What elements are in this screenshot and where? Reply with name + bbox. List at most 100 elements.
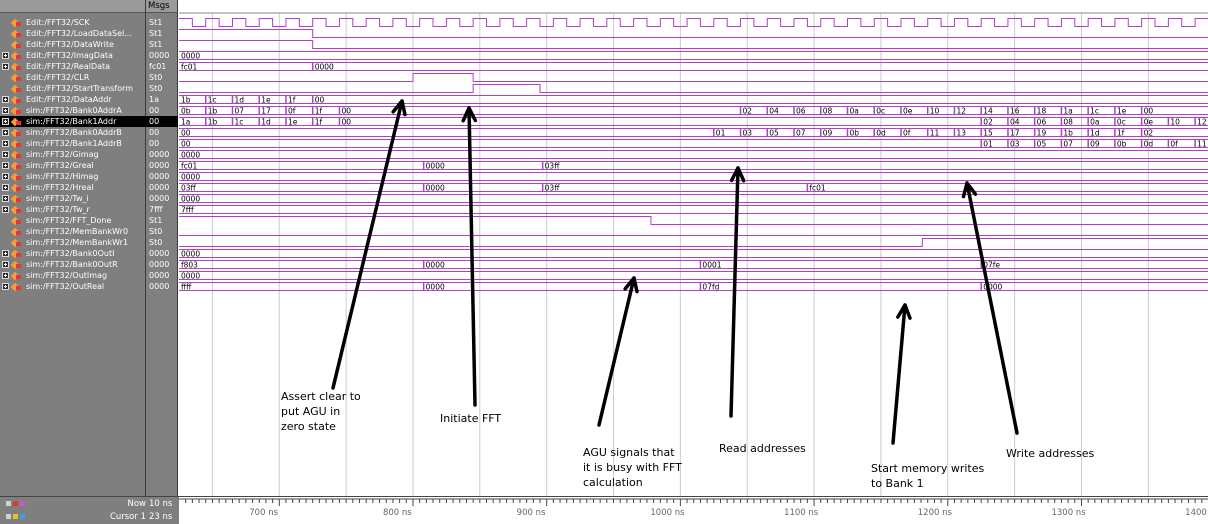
annotation-line: Start memory writes [871,462,985,475]
bus-value: 18 [1037,107,1047,116]
signal-row[interactable]: sim:/FFT32/Tw_i [0,193,146,204]
signal-value: St0 [149,238,163,247]
signal-row[interactable]: sim:/FFT32/Bank1Addr [0,116,146,127]
expand-icon[interactable] [2,140,9,147]
expand-icon[interactable] [2,250,9,257]
signal-icon [10,84,22,94]
cursor-row[interactable]: Cursor 1 23 ns [0,511,1208,524]
bus-value: 0d [876,129,886,138]
expand-icon[interactable] [2,162,9,169]
signal-row[interactable]: sim:/FFT32/Hreal [0,182,146,193]
expand-icon[interactable] [2,206,9,213]
signal-icon [10,172,22,182]
signal-icon [10,249,22,259]
bus-value: 1d [1090,129,1100,138]
bus-value: 00 [181,140,191,149]
signal-row[interactable]: sim:/FFT32/MemBankWr0 [0,226,146,237]
signal-icon [10,40,22,50]
annotation-arrow [467,106,477,407]
signal-name: sim:/FFT32/Bank0OutR [26,260,118,269]
expand-icon[interactable] [2,184,9,191]
arrow-head [391,99,407,117]
bus-value: 14 [983,107,993,116]
signal-row[interactable]: Edit:/FFT32/SCK [0,17,146,28]
signal-icon [10,139,22,149]
expand-icon[interactable] [2,107,9,114]
bus-value: 17 [1010,129,1020,138]
signal-name: sim:/FFT32/Gimag [26,150,99,159]
signal-row[interactable]: sim:/FFT32/Bank0OutI [0,248,146,259]
signal-value: fc01 [149,62,167,71]
signal-row[interactable]: Edit:/FFT32/RealData [0,61,146,72]
signal-icon [10,62,22,72]
signal-row[interactable]: sim:/FFT32/FFT_Done [0,215,146,226]
signal-row[interactable]: sim:/FFT32/Bank0AddrB [0,127,146,138]
bus-value: 0000 [426,283,445,292]
expand-icon[interactable] [2,261,9,268]
signal-row[interactable]: sim:/FFT32/MemBankWr1 [0,237,146,248]
signal-row[interactable]: sim:/FFT32/Gimag [0,149,146,160]
signal-name: sim:/FFT32/Hreal [26,183,94,192]
signal-icon [10,194,22,204]
signal-trace [179,216,1208,225]
expand-icon[interactable] [2,272,9,279]
signal-row[interactable]: Edit:/FFT32/DataWrite [0,39,146,50]
expand-icon[interactable] [2,129,9,136]
value-pane: Msgs St1 St1 St1 0000 fc01 St0 St0 1a 00 00 00 00 00… [146,0,178,496]
signal-value: St1 [149,40,163,49]
signal-row[interactable]: sim:/FFT32/Bank1AddrB [0,138,146,149]
signal-row[interactable]: Edit:/FFT32/StartTransform [0,83,146,94]
signal-name: sim:/FFT32/OutImag [26,271,108,280]
bus-value: 04 [769,107,779,116]
signal-row[interactable]: sim:/FFT32/Bank0AddrA [0,105,146,116]
signal-value: St0 [149,227,163,236]
signal-row[interactable]: sim:/FFT32/Greal [0,160,146,171]
expand-icon[interactable] [2,63,9,70]
signal-value: 1a [149,95,159,104]
bus-value: 09 [1090,140,1100,149]
signal-value: 0000 [149,249,170,258]
bus-value: 01 [716,129,726,138]
signal-name: sim:/FFT32/MemBankWr1 [26,238,129,247]
expand-icon[interactable] [2,151,9,158]
bus-value: 1d [234,96,244,105]
bus-value: 0b [850,129,860,138]
axis-tick-label: 900 ns [517,508,546,518]
signal-icon [10,18,22,28]
signal-row[interactable]: sim:/FFT32/Himag [0,171,146,182]
time-axis[interactable]: 700 ns 800 ns 900 ns 1000 ns 1100 ns 1200 ns 1… [179,497,1208,524]
signal-name: Edit:/FFT32/ImagData [26,51,113,60]
signal-row[interactable]: Edit:/FFT32/LoadDataSel... [0,28,146,39]
signal-icon [10,282,22,292]
signal-name: sim:/FFT32/Bank0AddrB [26,128,122,137]
names-header [0,0,145,13]
signal-row[interactable]: sim:/FFT32/OutImag [0,270,146,281]
expand-icon[interactable] [2,173,9,180]
waveform-pane[interactable]: 0000 fc01 0000 1b 1c 1d 1e 1f 00 0b 1b 07 17 0f 1f 00 02… [179,0,1208,496]
axis-tick-label: 1300 ns [1051,508,1086,518]
signal-row[interactable]: sim:/FFT32/Bank0OutR [0,259,146,270]
bus-value: 0000 [181,151,200,160]
bus-value: 0000 [181,173,200,182]
signal-row[interactable]: Edit:/FFT32/CLR [0,72,146,83]
signal-row[interactable]: sim:/FFT32/Tw_r [0,204,146,215]
signal-row[interactable]: sim:/FFT32/OutReal [0,281,146,292]
signal-row[interactable]: Edit:/FFT32/ImagData [0,50,146,61]
bus-value: 1b [208,118,218,127]
signal-value: 00 [149,139,160,148]
expand-icon[interactable] [2,118,9,125]
bus-value: fc01 [181,63,198,72]
bottom-status-bar: Now 10 ns Cursor 1 23 ns 700 ns 800 ns 900… [0,496,1208,524]
expand-icon[interactable] [2,195,9,202]
signal-row[interactable]: Edit:/FFT32/DataAddr [0,94,146,105]
signal-value: St0 [149,84,163,93]
expand-icon[interactable] [2,52,9,59]
bus-value: 11 [1197,140,1207,149]
signal-icon [10,128,22,138]
signal-value: 0000 [149,260,170,269]
expand-icon[interactable] [2,96,9,103]
bus-value: 17 [261,107,271,116]
bus-value: 16 [1010,107,1020,116]
expand-icon[interactable] [2,283,9,290]
